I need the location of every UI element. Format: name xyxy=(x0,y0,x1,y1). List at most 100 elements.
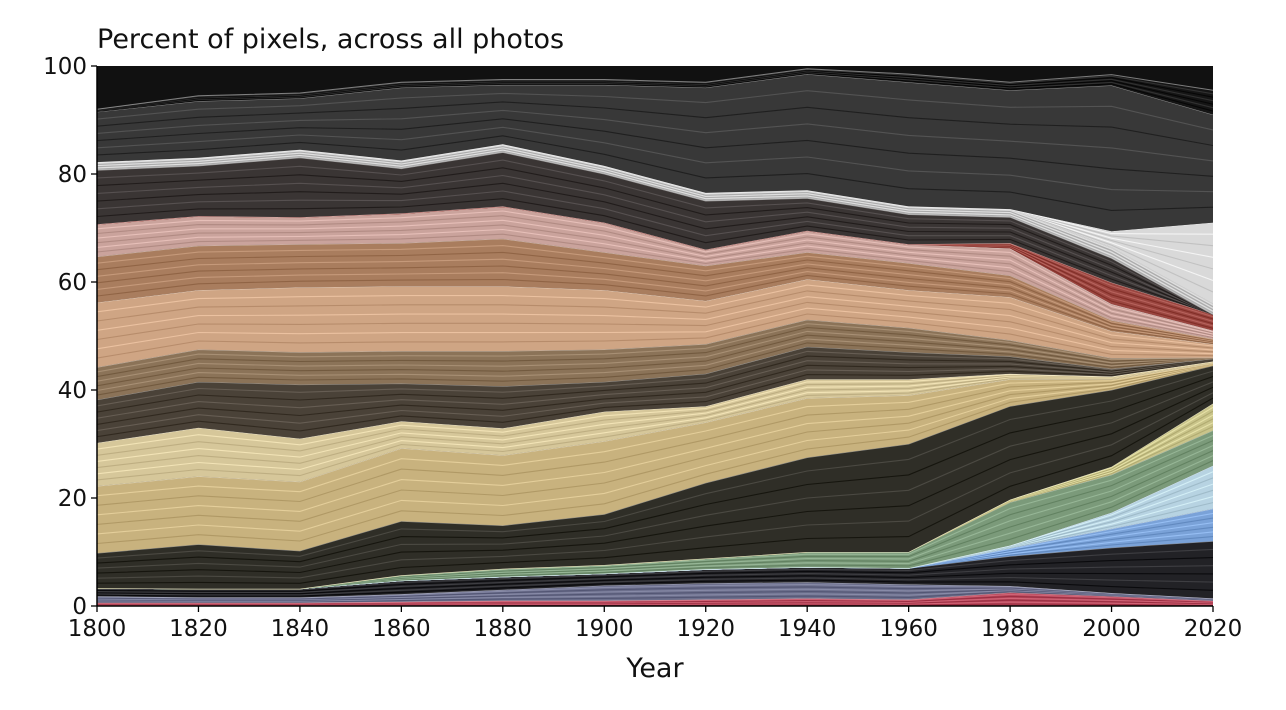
series-striation xyxy=(97,144,1213,306)
series-striation xyxy=(97,375,1213,564)
series-band xyxy=(97,346,1213,443)
series-striation xyxy=(97,397,1213,584)
series-striation xyxy=(97,342,1213,396)
series-striation xyxy=(97,70,1213,111)
series-striation xyxy=(97,591,1213,603)
series-striation xyxy=(97,109,1213,162)
series-striation xyxy=(97,182,1213,315)
series-striation xyxy=(97,359,1213,419)
series-striation xyxy=(97,361,1213,456)
series-area xyxy=(97,361,1213,487)
series-striation xyxy=(97,258,1213,342)
series-striation xyxy=(97,588,1213,601)
series-striation xyxy=(97,363,1213,506)
x-tick-label: 1940 xyxy=(778,616,837,642)
series-striation xyxy=(97,147,1213,309)
series-striation xyxy=(97,579,1213,597)
series-striation xyxy=(97,381,1213,569)
x-tick-label: 2000 xyxy=(1082,616,1141,642)
series-striation xyxy=(97,118,1213,177)
series-striation xyxy=(97,330,1213,382)
series-striation xyxy=(97,572,1213,595)
x-tick-label: 1980 xyxy=(981,616,1040,642)
series-striation xyxy=(97,548,1213,591)
series-striation xyxy=(97,290,1213,349)
series-striation xyxy=(97,135,1213,211)
x-axis: 1800 1820 1840 1860 1880 1900 1920 1940 1960 1980… xyxy=(68,605,1243,642)
series-striation xyxy=(97,190,1213,315)
x-axis-label: Year xyxy=(625,653,684,684)
series-striation xyxy=(97,148,1213,311)
series-band xyxy=(97,362,1213,554)
x-tick-label: 2020 xyxy=(1184,616,1243,642)
series-striation xyxy=(97,565,1213,593)
series-striation xyxy=(97,265,1213,343)
x-tick-label: 1900 xyxy=(575,616,634,642)
series-striation xyxy=(97,350,1213,407)
series-boundary xyxy=(97,68,1213,110)
series-striation xyxy=(97,198,1213,315)
series-striation xyxy=(97,586,1213,600)
series-striation xyxy=(97,71,1213,112)
y-tick-label: 80 xyxy=(58,162,87,188)
series-striation xyxy=(97,90,1213,131)
series-striation xyxy=(97,284,1213,347)
series-striation xyxy=(97,361,1213,469)
x-tick-label: 1820 xyxy=(169,616,228,642)
x-tick-label: 1860 xyxy=(372,616,431,642)
series-striation xyxy=(97,245,1213,341)
series-striation xyxy=(97,361,1213,450)
series-striation xyxy=(97,334,1213,387)
series-striation xyxy=(97,68,1213,111)
series-striation xyxy=(97,589,1213,601)
y-tick-label: 40 xyxy=(58,378,87,404)
series-striation xyxy=(97,72,1213,112)
series-striation xyxy=(97,576,1213,596)
series-striation xyxy=(97,307,1213,355)
series-striation xyxy=(97,126,1213,193)
y-axis: 0 20 40 60 80 100 xyxy=(43,54,98,620)
series-striation xyxy=(97,364,1213,535)
series-striation xyxy=(97,359,1213,425)
series-striation xyxy=(97,392,1213,579)
series-striation xyxy=(97,296,1213,351)
series-striation xyxy=(97,251,1213,341)
series-striation xyxy=(97,167,1213,315)
y-tick-label: 60 xyxy=(58,270,87,296)
series-band xyxy=(97,581,1213,603)
series-striation xyxy=(97,301,1213,353)
series-striation xyxy=(97,174,1213,315)
series-striation xyxy=(97,557,1213,592)
series-striation xyxy=(97,362,1213,481)
series-striation xyxy=(97,159,1213,315)
series-striation xyxy=(97,584,1213,600)
x-tick-label: 1920 xyxy=(676,616,735,642)
series-striation xyxy=(97,593,1213,604)
series-area xyxy=(97,152,1213,315)
series-striation xyxy=(97,274,1213,344)
series-striation xyxy=(97,149,1213,312)
series-striation xyxy=(97,224,1213,336)
y-tick-label: 20 xyxy=(58,486,87,512)
series-area xyxy=(97,238,1213,345)
x-tick-label: 1960 xyxy=(879,616,938,642)
series-striation xyxy=(97,233,1213,339)
series-area xyxy=(97,365,1213,589)
y-tick-label: 100 xyxy=(43,54,87,80)
series-striation xyxy=(97,146,1213,308)
plot-area xyxy=(97,66,1213,606)
series-striation xyxy=(97,210,1213,333)
series-striation xyxy=(97,590,1213,602)
series-striation xyxy=(97,228,1213,337)
series-area xyxy=(97,279,1213,368)
series-striation xyxy=(97,313,1213,359)
series-band xyxy=(97,278,1213,368)
series-band xyxy=(97,68,1213,115)
chart-title: Percent of pixels, across all photos xyxy=(97,24,564,55)
series-striation xyxy=(97,101,1213,147)
series-striation xyxy=(97,271,1213,344)
series-striation xyxy=(97,386,1213,574)
series-striation xyxy=(97,363,1213,525)
series-band xyxy=(97,365,1213,589)
series-striation xyxy=(97,360,1213,432)
